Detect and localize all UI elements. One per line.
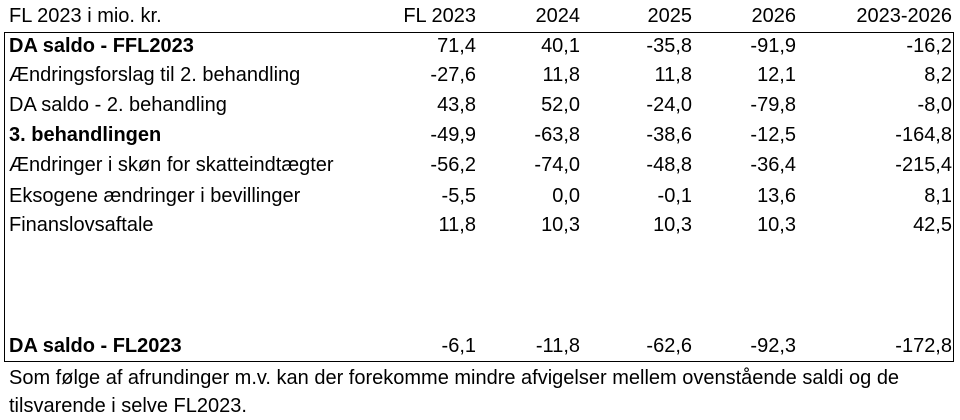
row-label-da-saldo-ffl2023: DA saldo - FFL2023	[9, 35, 194, 57]
table-cell: -27,6	[430, 64, 476, 86]
table-cell: 11,8	[654, 64, 692, 86]
header-label: FL 2023 i mio. kr.	[9, 5, 162, 27]
table-cell: -49,9	[430, 124, 476, 146]
table-cell: -35,8	[646, 35, 692, 57]
table-cell: -62,6	[646, 335, 692, 357]
table-cell: -0,1	[657, 185, 692, 207]
footnote: Som følge af afrundinger m.v. kan der fo…	[9, 367, 900, 417]
table-cell: -63,8	[534, 124, 580, 146]
row-label-aendringer-i-skoen: Ændringer i skøn for skatteindtægter	[9, 154, 334, 176]
table-cell: -74,0	[534, 154, 580, 176]
table-body-box	[4, 32, 954, 362]
table-cell: -164,8	[895, 124, 952, 146]
table-cell: -92,3	[750, 335, 796, 357]
table-cell: 8,2	[924, 64, 952, 86]
table-cell: -79,8	[750, 94, 796, 116]
table-cell: 10,3	[757, 214, 796, 236]
table-cell: -48,8	[646, 154, 692, 176]
header-col-2026: 2026	[751, 5, 797, 27]
header-col-2023-2026: 2023-2026	[856, 5, 952, 27]
table-cell: -38,6	[646, 124, 692, 146]
row-label-3-behandlingen: 3. behandlingen	[9, 124, 162, 146]
table-cell: 40,1	[541, 35, 580, 57]
table-cell: -16,2	[906, 35, 952, 57]
table-cell: 13,6	[757, 185, 796, 207]
table-cell: 11,8	[542, 64, 580, 86]
table-cell: -24,0	[646, 94, 692, 116]
row-label-da-saldo-2-behandling: DA saldo - 2. behandling	[9, 94, 227, 116]
table-cell: 8,1	[924, 185, 952, 207]
row-label-da-saldo-fl2023: DA saldo - FL2023	[9, 335, 182, 357]
table-cell: -11,8	[535, 335, 580, 357]
table-cell: -91,9	[750, 35, 796, 57]
table-cell: -215,4	[895, 154, 952, 176]
table-cell: 43,8	[437, 94, 476, 116]
table-cell: 0,0	[552, 185, 580, 207]
row-label-finanslovsaftale: Finanslovsaftale	[9, 214, 154, 236]
table-cell: -6,1	[441, 335, 476, 357]
table-cell: 10,3	[653, 214, 692, 236]
header-col-fl2023: FL 2023	[403, 5, 476, 27]
table-cell: 71,4	[437, 35, 476, 57]
table-header-row: FL 2023 i mio. kr. FL 2023 2024 2025 202…	[0, 0, 960, 32]
table-cell: -172,8	[895, 335, 952, 357]
table-cell: 11,8	[438, 214, 476, 236]
header-col-2025: 2025	[647, 5, 693, 27]
table-cell: 42,5	[913, 214, 952, 236]
table-cell: -8,0	[917, 94, 952, 116]
table-cell: 10,3	[541, 214, 580, 236]
row-label-eksogene-aendringer: Eksogene ændringer i bevillinger	[9, 185, 301, 207]
row-label-aendringsforslag: Ændringsforslag til 2. behandling	[9, 64, 301, 86]
header-col-2024: 2024	[535, 5, 581, 27]
table-cell: -56,2	[430, 154, 476, 176]
table-cell: -12,5	[750, 124, 796, 146]
table-cell: 52,0	[541, 94, 580, 116]
table-cell: 12,1	[757, 64, 796, 86]
table-cell: -36,4	[750, 154, 796, 176]
table-cell: -5,5	[441, 185, 476, 207]
